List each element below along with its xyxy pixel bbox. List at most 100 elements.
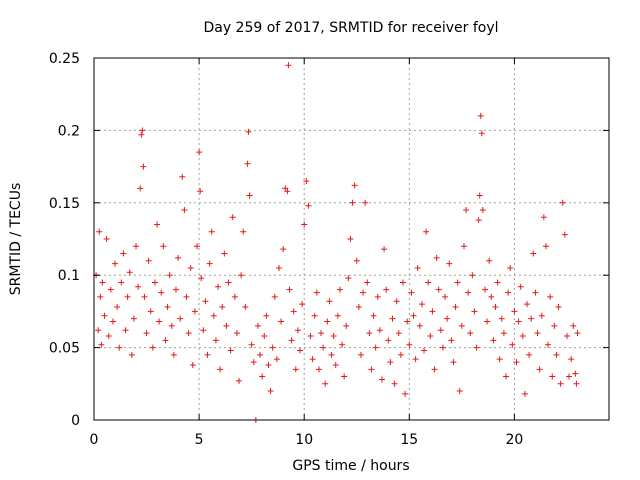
data-point <box>197 188 204 195</box>
data-point <box>177 315 184 322</box>
data-point <box>353 257 360 264</box>
data-point <box>524 301 531 308</box>
data-point <box>309 356 316 363</box>
data-point <box>505 289 512 296</box>
data-point <box>519 333 526 340</box>
data-point <box>387 359 394 366</box>
data-point <box>364 279 371 286</box>
data-point <box>175 254 182 261</box>
data-point <box>347 236 354 242</box>
data-point <box>423 228 430 235</box>
data-point <box>404 318 411 325</box>
data-point <box>265 361 272 368</box>
data-point <box>416 322 423 329</box>
data-point <box>133 243 140 250</box>
data-point <box>496 356 503 363</box>
data-point <box>98 341 105 348</box>
x-tick-label: 20 <box>505 432 523 448</box>
data-point <box>349 199 356 206</box>
data-point <box>479 207 486 214</box>
data-point <box>467 330 474 337</box>
data-point <box>275 264 282 271</box>
data-point <box>517 283 524 290</box>
data-point <box>421 347 428 354</box>
data-point <box>236 377 243 384</box>
data-point <box>542 243 549 250</box>
data-point <box>244 160 251 167</box>
data-point <box>553 351 560 358</box>
data-point <box>217 366 224 373</box>
data-point <box>179 173 186 180</box>
data-point <box>418 301 425 308</box>
data-point <box>572 370 579 377</box>
plot-frame <box>93 57 610 421</box>
data-point <box>435 286 442 293</box>
data-point <box>538 312 545 319</box>
data-point <box>515 318 522 325</box>
data-point <box>269 344 276 351</box>
data-point <box>414 264 421 271</box>
data-point <box>360 289 367 296</box>
data-point <box>536 366 543 373</box>
y-tick-label: 0 <box>71 413 80 429</box>
data-point <box>547 293 554 300</box>
data-point <box>257 351 264 358</box>
data-point <box>427 333 434 340</box>
data-point <box>166 272 173 279</box>
data-point <box>473 344 480 351</box>
data-point <box>107 286 114 293</box>
data-point <box>301 221 308 228</box>
data-point <box>540 214 547 221</box>
data-point <box>532 289 539 296</box>
data-point <box>168 322 175 329</box>
x-axis-label: GPS time / hours <box>292 458 409 474</box>
data-point <box>294 327 301 334</box>
data-point <box>339 341 346 348</box>
data-point <box>463 207 470 214</box>
data-point <box>141 293 148 300</box>
y-tick-label: 0.05 <box>49 341 80 357</box>
data-point <box>215 283 222 290</box>
data-point <box>248 341 255 348</box>
data-point <box>492 304 499 311</box>
data-point <box>391 380 398 387</box>
data-point <box>332 361 339 368</box>
data-point <box>164 304 171 311</box>
data-point <box>313 289 320 296</box>
data-point <box>521 390 528 397</box>
data-point <box>112 260 119 267</box>
data-point <box>366 330 373 337</box>
data-point <box>181 207 188 214</box>
data-point <box>194 243 200 250</box>
data-point <box>372 344 379 351</box>
data-point <box>151 279 158 286</box>
data-point <box>315 366 322 373</box>
y-tick-label: 0.25 <box>49 51 80 67</box>
data-point <box>246 192 253 199</box>
data-point <box>477 112 484 119</box>
data-points <box>93 62 581 423</box>
data-point <box>208 228 215 235</box>
data-point <box>551 322 558 329</box>
data-point <box>97 293 104 300</box>
data-point <box>245 128 252 135</box>
data-point <box>566 373 573 380</box>
data-point <box>137 185 144 192</box>
data-point <box>458 322 465 329</box>
data-point <box>103 236 110 242</box>
data-point <box>397 351 404 358</box>
data-point <box>109 318 116 325</box>
data-point <box>162 337 169 344</box>
data-point <box>334 312 341 319</box>
data-point <box>393 298 400 305</box>
data-point <box>305 202 312 209</box>
data-point <box>101 312 108 319</box>
data-point <box>357 351 364 358</box>
data-point <box>530 250 537 257</box>
data-point <box>561 231 568 238</box>
x-tick-label: 5 <box>195 432 204 448</box>
data-point <box>370 312 377 319</box>
data-point <box>570 322 577 329</box>
data-point <box>285 62 292 69</box>
data-point <box>341 373 348 380</box>
